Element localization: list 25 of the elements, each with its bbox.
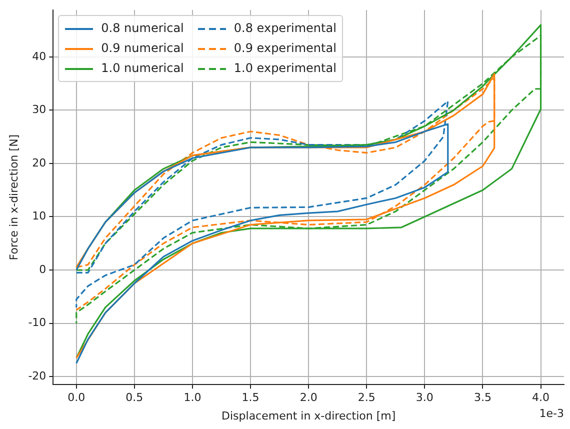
y-tick-label: 30 — [32, 103, 46, 116]
legend-label: 1.0 experimental — [234, 60, 336, 77]
x-tick-label: 3.5 — [474, 391, 492, 404]
x-tick-label: 4.0 — [532, 391, 550, 404]
legend-label: 0.8 experimental — [234, 20, 336, 37]
y-tick-label: -20 — [28, 369, 46, 382]
legend-label: 0.9 experimental — [234, 40, 336, 57]
y-tick-label: 0 — [39, 262, 46, 276]
y-tick-label: 40 — [32, 50, 46, 63]
legend-label: 1.0 numerical — [101, 60, 184, 77]
x-tick-label: 0.0 — [68, 391, 86, 404]
x-tick-label: 1.5 — [242, 391, 260, 404]
y-tick-label: 10 — [32, 210, 46, 223]
y-tick-label: 20 — [32, 156, 46, 170]
x-tick-label: 3.0 — [416, 391, 434, 404]
text: 1e-3 — [539, 406, 564, 420]
x-tick-label: 0.5 — [126, 391, 144, 404]
y-tick-label: -10 — [28, 316, 46, 330]
legend-label: 0.9 numerical — [101, 40, 184, 57]
x-tick-label: 2.5 — [358, 391, 376, 404]
x-tick-label: 2.0 — [300, 391, 318, 404]
legend-label: 0.8 numerical — [101, 20, 184, 37]
x-tick-label: 1.0 — [184, 391, 202, 404]
x-axis-title: Displacement in x-direction [m] — [222, 409, 396, 422]
y-axis-title: Force in x-direction [N] — [7, 134, 20, 260]
